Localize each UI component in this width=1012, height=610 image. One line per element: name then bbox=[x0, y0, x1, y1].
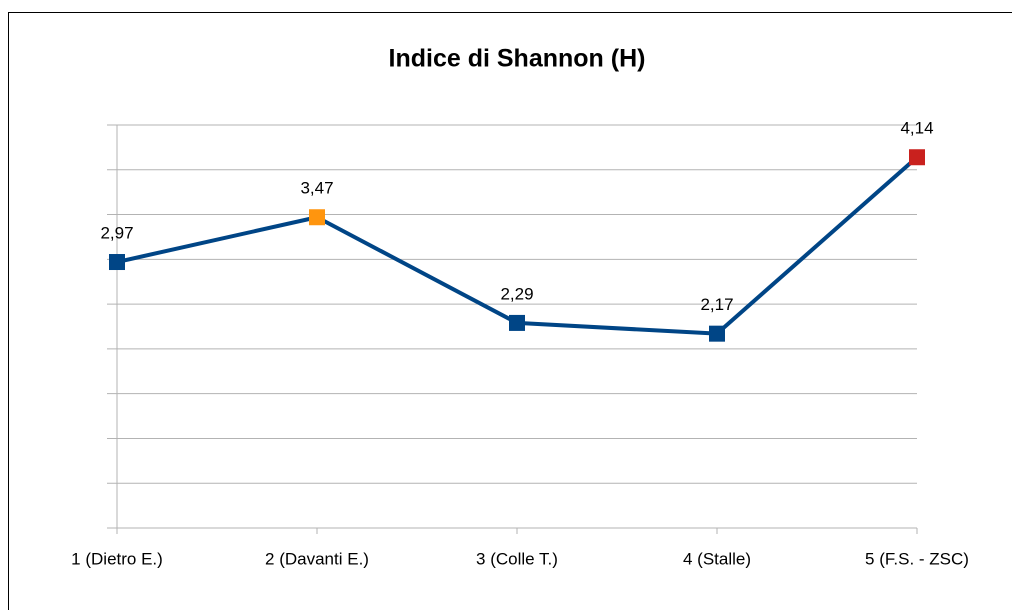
x-tick-label: 4 (Stalle) bbox=[683, 549, 751, 568]
data-label: 2,97 bbox=[100, 224, 133, 243]
marker bbox=[109, 254, 125, 271]
x-tick-label: 3 (Colle T.) bbox=[476, 549, 558, 568]
marker bbox=[709, 325, 725, 342]
marker bbox=[909, 149, 925, 166]
data-label: 3,47 bbox=[300, 179, 333, 198]
data-label: 2,17 bbox=[700, 295, 733, 314]
chart-title: Indice di Shannon (H) bbox=[389, 45, 646, 73]
x-tick-label: 1 (Dietro E.) bbox=[71, 549, 163, 568]
chart-frame bbox=[8, 12, 1012, 610]
marker bbox=[509, 314, 525, 331]
x-tick-label: 5 (F.S. - ZSC) bbox=[865, 549, 969, 568]
x-tick-label: 2 (Davanti E.) bbox=[265, 549, 369, 568]
marker bbox=[309, 209, 325, 226]
data-label: 4,14 bbox=[900, 119, 933, 138]
data-label: 2,29 bbox=[500, 284, 533, 303]
